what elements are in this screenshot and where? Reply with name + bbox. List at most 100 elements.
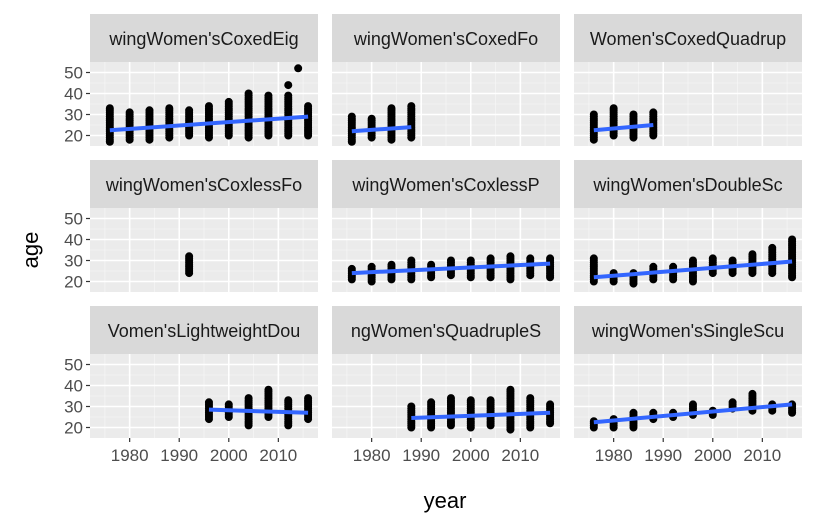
data-point [728,398,737,407]
data-point [185,252,194,261]
data-point [244,394,253,403]
data-point [264,91,273,100]
facet-strip-label: Vomen'sLightweightDou [108,321,301,341]
data-point [506,385,515,394]
data-point [125,108,134,117]
facet-strip-label: wingWomen'sDoubleSc [592,175,782,195]
y-tick-label: 30 [64,252,83,271]
data-point [609,104,618,113]
facet-panel: wingWomen'sCoxedEig 20 30 40 50 [64,14,318,146]
data-point [748,389,757,398]
data-point [466,396,475,405]
trend-line [593,123,654,133]
data-point [347,112,356,121]
data-point [224,400,233,409]
facet-strip [90,160,318,208]
trend-line [351,261,551,276]
x-tick-label: 1990 [402,446,440,465]
data-point [728,256,737,265]
x-tick-label: 1980 [595,446,633,465]
data-point [649,108,658,117]
facet-panel: Women'sCoxedQuadrup [574,14,802,146]
y-tick-label: 40 [64,377,83,396]
facet-strip-label: Women'sCoxedQuadrup [590,29,786,49]
data-point [387,260,396,269]
data-point [294,64,303,73]
facet-panel: wingWomen'sCoxlessP [332,160,560,292]
y-tick-label: 30 [64,106,83,125]
data-point [105,104,114,113]
data-point [506,252,515,261]
y-tick-label: 20 [64,273,83,292]
facet-strip [332,306,560,354]
y-tick-label: 50 [64,210,83,229]
facet-strip-label: wingWomen'sCoxlessFo [105,175,302,195]
data-point [629,110,638,119]
data-point [748,250,757,259]
data-point [185,106,194,115]
x-axis-title: year [424,488,467,513]
data-point [486,396,495,405]
facet-strip [574,160,802,208]
facet-panel: wingWomen'sCoxedFo [332,14,560,146]
facet-strip [332,14,560,62]
data-point [446,256,455,265]
data-point [427,260,436,269]
y-tick-label: 30 [64,398,83,417]
trend-line [593,259,793,280]
x-tick-label: 2000 [210,446,248,465]
x-tick-label: 1990 [160,446,198,465]
data-point [264,385,273,394]
y-tick-label: 50 [64,356,83,375]
facet-strip-label: wingWomen'sCoxedFo [353,29,538,49]
trend-line [109,114,309,133]
data-point [466,256,475,265]
data-point [347,264,356,273]
data-point [304,102,313,111]
facet-panel: wingWomen'sSingleScu 1980 1990 2000 2010 [574,306,802,465]
trend-line [411,410,551,421]
data-point [446,394,455,403]
data-point [244,89,253,98]
x-tick-label: 2010 [743,446,781,465]
facet-strip-label: ngWomen'sQuadrupleS [351,321,541,341]
y-tick-label: 40 [64,85,83,104]
facet-strip-label: wingWomen'sCoxlessP [351,175,539,195]
facet-strip [90,306,318,354]
data-point [407,102,416,111]
data-point [669,262,678,271]
data-point [165,104,174,113]
data-point [546,254,555,263]
data-point [768,243,777,252]
data-point [284,91,293,100]
x-tick-label: 1980 [111,446,149,465]
trend-line [208,407,309,415]
facet-strip [332,160,560,208]
y-tick-label: 50 [64,64,83,83]
x-tick-label: 2010 [501,446,539,465]
facet-panels: wingWomen'sCoxedEig 20 30 40 50 wingWomen'sCo… [64,14,802,465]
x-tick-label: 1980 [353,446,391,465]
x-tick-label: 1990 [644,446,682,465]
facet-panel: wingWomen'sCoxlessFo 20 30 40 50 [64,160,318,292]
data-point [304,394,313,403]
x-tick-label: 2000 [452,446,490,465]
data-point [367,114,376,123]
facet-strip-label: wingWomen'sSingleScu [591,321,784,341]
y-tick-label: 20 [64,419,83,438]
facet-strip-label: wingWomen'sCoxedEig [108,29,298,49]
trend-line [593,402,793,425]
data-point [708,254,717,263]
data-point [788,235,797,244]
data-point [387,104,396,113]
data-point [204,102,213,111]
data-point [204,398,213,407]
facet-panel: ngWomen'sQuadrupleS 1980 1990 2000 2010 [332,306,560,465]
facet-strip [90,14,318,62]
data-point [145,106,154,115]
data-point [284,396,293,405]
trend-line [351,125,412,134]
facet-strip [574,14,802,62]
data-point [629,408,638,417]
